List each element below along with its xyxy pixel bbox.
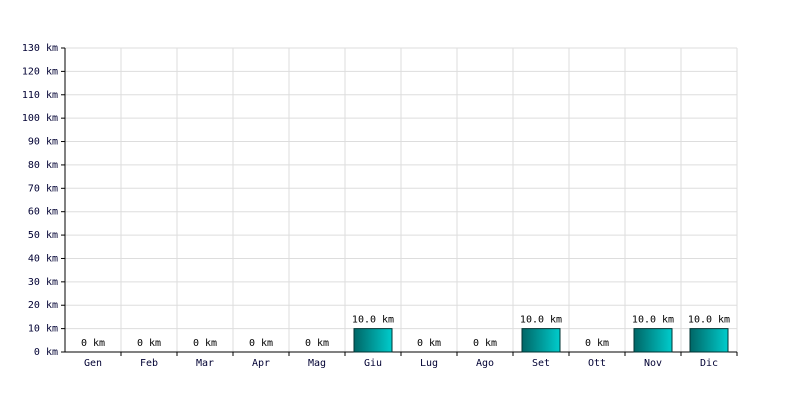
y-tick-label: 130 km	[22, 43, 58, 54]
bar	[689, 328, 729, 353]
x-tick-label: Set	[532, 358, 550, 369]
y-tick-label: 30 km	[28, 277, 58, 288]
value-label: 10.0 km	[520, 315, 562, 326]
y-tick-label: 10 km	[28, 324, 58, 335]
y-tick-label: 50 km	[28, 230, 58, 241]
x-tick-label: Apr	[252, 358, 270, 369]
value-label: 0 km	[585, 338, 609, 349]
bar	[521, 328, 561, 353]
bar	[633, 328, 673, 353]
y-tick-label: 40 km	[28, 253, 58, 264]
value-label: 0 km	[193, 338, 217, 349]
x-tick-label: Ott	[588, 358, 606, 369]
value-label: 10.0 km	[632, 315, 674, 326]
y-tick-label: 120 km	[22, 66, 58, 77]
value-label: 10.0 km	[352, 315, 394, 326]
value-label: 0 km	[249, 338, 273, 349]
x-tick-label: Gen	[84, 358, 102, 369]
x-tick-label: Mag	[308, 358, 326, 369]
y-tick-label: 60 km	[28, 207, 58, 218]
value-label: 0 km	[137, 338, 161, 349]
y-tick-label: 70 km	[28, 183, 58, 194]
x-tick-label: Lug	[420, 358, 438, 369]
bar	[353, 328, 393, 353]
y-tick-label: 20 km	[28, 300, 58, 311]
x-tick-label: Feb	[140, 358, 158, 369]
y-tick-label: 90 km	[28, 137, 58, 148]
x-tick-label: Dic	[700, 358, 718, 369]
value-label: 10.0 km	[688, 315, 730, 326]
x-tick-label: Nov	[644, 358, 662, 369]
y-tick-label: 110 km	[22, 90, 58, 101]
x-tick-label: Mar	[196, 358, 214, 369]
value-label: 0 km	[473, 338, 497, 349]
y-tick-label: 80 km	[28, 160, 58, 171]
value-label: 0 km	[417, 338, 441, 349]
y-tick-label: 100 km	[22, 113, 58, 124]
x-tick-label: Giu	[364, 358, 382, 369]
x-tick-label: Ago	[476, 358, 494, 369]
value-label: 0 km	[81, 338, 105, 349]
value-label: 0 km	[305, 338, 329, 349]
y-tick-label: 0 km	[34, 347, 58, 358]
